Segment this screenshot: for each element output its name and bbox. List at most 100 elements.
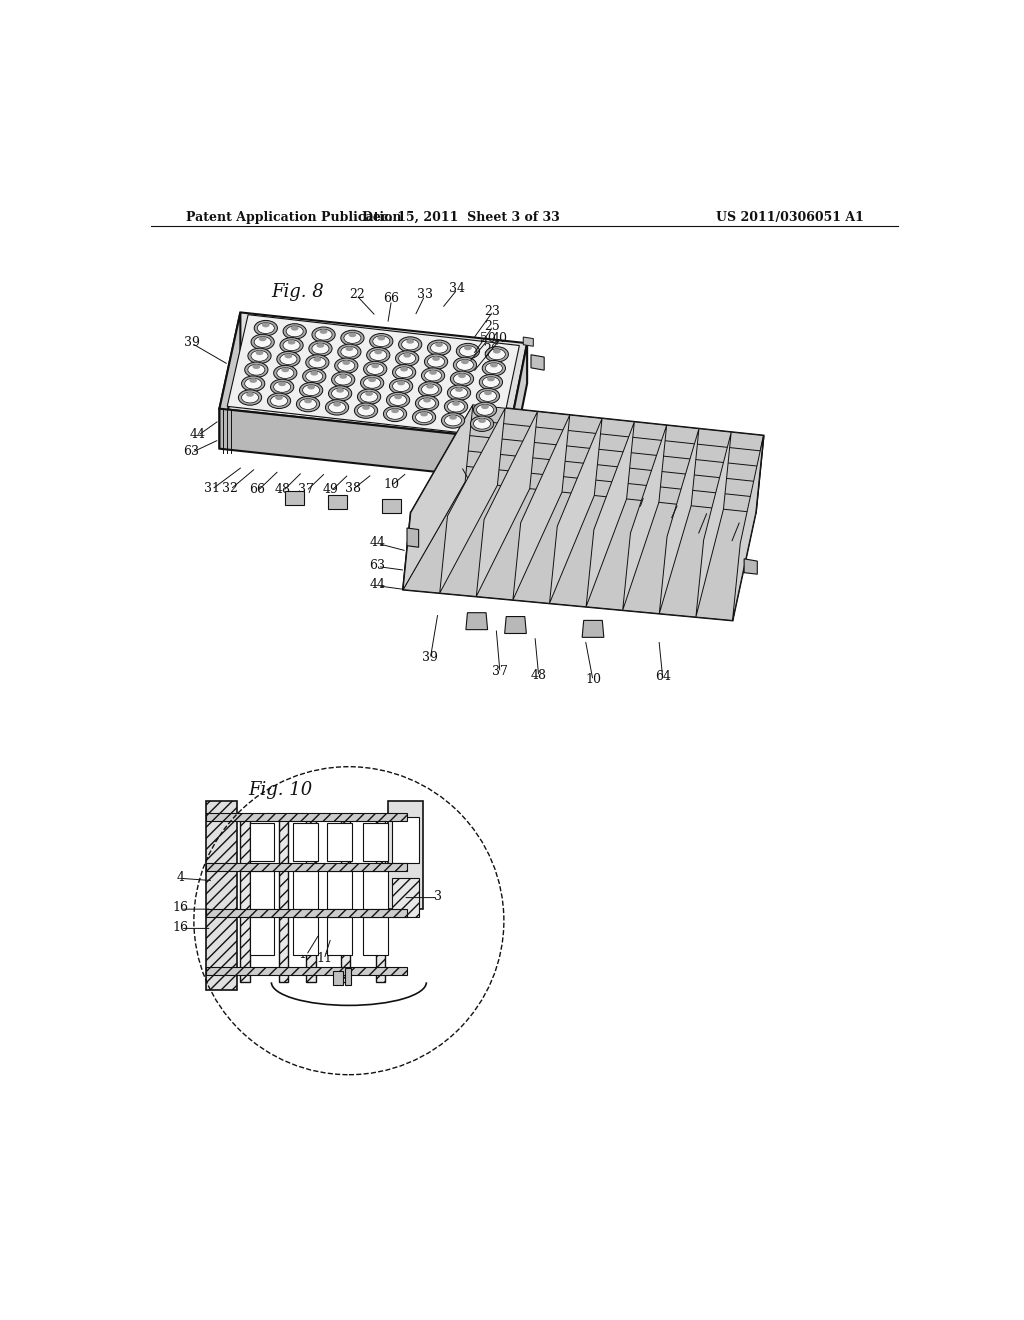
- Ellipse shape: [451, 387, 468, 399]
- Ellipse shape: [357, 405, 375, 416]
- Text: 16: 16: [732, 512, 749, 525]
- Polygon shape: [505, 616, 526, 634]
- Ellipse shape: [476, 404, 494, 416]
- Bar: [206, 909, 407, 917]
- Ellipse shape: [386, 408, 403, 420]
- Polygon shape: [550, 418, 602, 603]
- Bar: [362, 917, 388, 956]
- Polygon shape: [531, 355, 544, 370]
- Ellipse shape: [367, 347, 390, 363]
- Polygon shape: [403, 512, 740, 620]
- Ellipse shape: [312, 327, 335, 342]
- Ellipse shape: [422, 384, 438, 395]
- Polygon shape: [465, 405, 764, 512]
- Polygon shape: [411, 405, 764, 544]
- Polygon shape: [227, 314, 519, 437]
- Text: 40: 40: [492, 331, 508, 345]
- Ellipse shape: [262, 322, 269, 327]
- Ellipse shape: [254, 321, 278, 335]
- Text: 39: 39: [183, 335, 200, 348]
- Ellipse shape: [326, 400, 348, 414]
- Ellipse shape: [339, 374, 347, 379]
- Bar: [362, 822, 388, 862]
- Bar: [280, 817, 289, 982]
- Ellipse shape: [389, 379, 413, 393]
- Ellipse shape: [454, 358, 476, 372]
- Ellipse shape: [370, 334, 393, 348]
- Text: Fig. 9: Fig. 9: [553, 465, 605, 483]
- Ellipse shape: [309, 341, 332, 356]
- Bar: [341, 817, 350, 982]
- Ellipse shape: [482, 360, 506, 376]
- Ellipse shape: [246, 392, 254, 397]
- Ellipse shape: [392, 380, 410, 392]
- Bar: [293, 871, 317, 909]
- Polygon shape: [408, 436, 761, 574]
- Ellipse shape: [485, 347, 509, 362]
- Ellipse shape: [303, 368, 326, 384]
- Ellipse shape: [270, 379, 294, 395]
- Ellipse shape: [313, 356, 322, 362]
- Polygon shape: [403, 482, 756, 620]
- Ellipse shape: [299, 399, 316, 409]
- Polygon shape: [404, 466, 758, 605]
- Ellipse shape: [473, 403, 497, 417]
- Ellipse shape: [394, 395, 402, 399]
- Ellipse shape: [423, 397, 431, 403]
- Ellipse shape: [429, 370, 437, 375]
- Ellipse shape: [344, 333, 360, 343]
- Ellipse shape: [397, 380, 404, 385]
- Ellipse shape: [403, 352, 411, 358]
- Text: 10: 10: [384, 478, 399, 491]
- Bar: [250, 871, 274, 909]
- Ellipse shape: [345, 346, 353, 351]
- Text: 63: 63: [183, 445, 200, 458]
- Ellipse shape: [366, 391, 373, 396]
- Text: 4: 4: [177, 871, 184, 883]
- Ellipse shape: [251, 351, 268, 362]
- Text: 11: 11: [316, 952, 332, 965]
- Text: 3: 3: [434, 890, 442, 903]
- Ellipse shape: [338, 360, 354, 371]
- Ellipse shape: [435, 342, 443, 347]
- Text: 62: 62: [699, 503, 716, 516]
- Ellipse shape: [360, 375, 384, 391]
- Ellipse shape: [342, 360, 350, 364]
- Polygon shape: [732, 436, 764, 620]
- Ellipse shape: [470, 416, 494, 432]
- Bar: [391, 817, 419, 863]
- Ellipse shape: [392, 364, 416, 380]
- Polygon shape: [410, 420, 762, 558]
- Circle shape: [139, 713, 558, 1129]
- Ellipse shape: [283, 339, 300, 351]
- Text: 64: 64: [654, 671, 671, 684]
- Ellipse shape: [309, 356, 326, 368]
- Ellipse shape: [375, 350, 382, 354]
- Ellipse shape: [444, 414, 462, 426]
- Text: 48: 48: [275, 483, 291, 496]
- Ellipse shape: [341, 346, 357, 358]
- Ellipse shape: [383, 407, 407, 421]
- Ellipse shape: [427, 341, 451, 355]
- Polygon shape: [328, 495, 346, 508]
- Ellipse shape: [291, 326, 299, 330]
- Ellipse shape: [312, 343, 329, 354]
- Ellipse shape: [306, 371, 323, 381]
- Ellipse shape: [420, 412, 428, 416]
- Text: 32: 32: [222, 482, 239, 495]
- Bar: [362, 871, 388, 909]
- Ellipse shape: [288, 339, 296, 345]
- Ellipse shape: [245, 379, 262, 389]
- Bar: [206, 813, 407, 821]
- Ellipse shape: [400, 367, 408, 371]
- Ellipse shape: [315, 329, 332, 341]
- Ellipse shape: [296, 396, 319, 412]
- Polygon shape: [586, 422, 634, 607]
- Polygon shape: [696, 432, 731, 616]
- Polygon shape: [286, 491, 304, 506]
- Ellipse shape: [249, 379, 257, 383]
- Ellipse shape: [333, 403, 341, 407]
- Text: 44: 44: [370, 578, 386, 591]
- Text: Fig. 8: Fig. 8: [271, 284, 325, 301]
- Ellipse shape: [398, 352, 416, 364]
